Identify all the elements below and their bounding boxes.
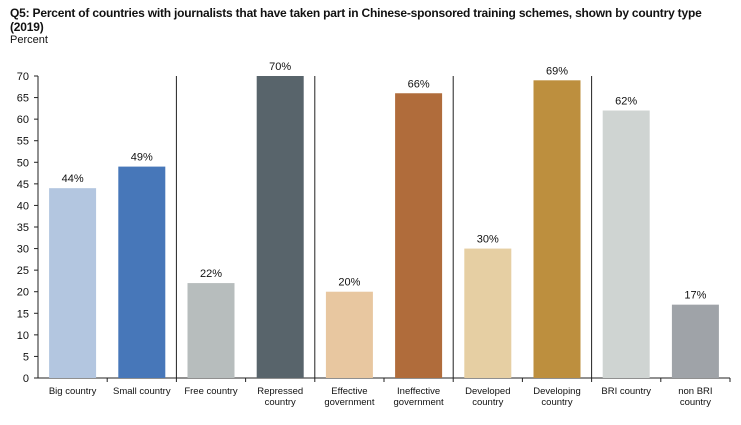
chart-title: Q5: Percent of countries with journalist… — [10, 6, 702, 34]
x-tick-label: Effective — [331, 386, 367, 397]
bar — [325, 291, 373, 378]
x-tick-label: country — [541, 397, 572, 408]
x-tick-label: Developing — [533, 386, 581, 397]
y-tick-label: 45 — [17, 179, 29, 191]
x-tick-label: Big country — [49, 386, 97, 397]
bar — [602, 110, 650, 378]
y-tick-label: 60 — [17, 114, 29, 126]
x-tick-label: Free country — [184, 386, 238, 397]
y-tick-label: 20 — [17, 287, 29, 299]
bar — [533, 80, 581, 379]
data-label: 62% — [615, 96, 637, 108]
data-label: 17% — [684, 290, 706, 302]
x-tick-label: BRI country — [601, 386, 651, 397]
y-tick-label: 50 — [17, 157, 29, 169]
bar — [187, 283, 235, 378]
x-tick-label: government — [324, 397, 375, 408]
y-tick-label: 25 — [17, 265, 29, 277]
data-label: 20% — [338, 277, 360, 289]
x-tick-label: Ineffective — [397, 386, 440, 397]
bar — [118, 166, 166, 378]
data-label: 70% — [269, 61, 291, 73]
y-tick-label: 10 — [17, 330, 29, 342]
bar — [671, 304, 719, 378]
y-tick-label: 30 — [17, 244, 29, 256]
data-label: 49% — [131, 152, 153, 164]
y-tick-label: 5 — [23, 351, 29, 363]
bar — [256, 76, 304, 378]
y-axis-unit-label: Percent — [10, 34, 48, 46]
x-tick-label: Repressed — [257, 386, 303, 397]
data-label: 22% — [200, 268, 222, 280]
x-tick-label: country — [680, 397, 711, 408]
bar — [464, 248, 512, 378]
x-tick-label: non BRI — [678, 386, 712, 397]
bar — [395, 93, 443, 378]
x-tick-label: government — [394, 397, 445, 408]
data-label: 30% — [477, 234, 499, 246]
data-label: 69% — [546, 65, 568, 77]
data-label: 44% — [62, 173, 84, 185]
y-tick-label: 55 — [17, 136, 29, 148]
y-tick-label: 35 — [17, 222, 29, 234]
x-tick-label: country — [472, 397, 503, 408]
y-tick-label: 65 — [17, 93, 29, 105]
bar — [49, 188, 97, 378]
x-tick-label: Small country — [113, 386, 171, 397]
data-label: 66% — [408, 78, 430, 90]
x-tick-label: Developed — [465, 386, 510, 397]
y-tick-label: 40 — [17, 200, 29, 212]
x-tick-label: country — [265, 397, 296, 408]
y-tick-label: 15 — [17, 308, 29, 320]
y-tick-label: 0 — [23, 373, 29, 385]
y-tick-label: 70 — [17, 71, 29, 83]
